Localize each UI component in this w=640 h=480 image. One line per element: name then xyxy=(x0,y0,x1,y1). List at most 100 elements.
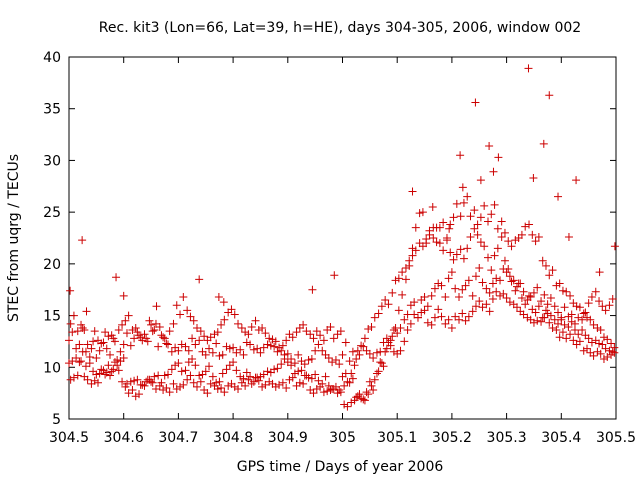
data-point xyxy=(490,200,499,209)
data-point xyxy=(427,291,436,300)
x-tick-label: 305.3 xyxy=(487,430,527,446)
data-point xyxy=(326,386,335,395)
data-point xyxy=(201,367,210,376)
data-point xyxy=(541,306,550,315)
data-point xyxy=(388,288,397,297)
data-point xyxy=(85,359,94,368)
data-point xyxy=(160,334,169,343)
data-point xyxy=(179,380,188,389)
data-point xyxy=(521,300,530,309)
data-point xyxy=(492,274,501,283)
data-point xyxy=(578,315,587,324)
data-point xyxy=(552,281,561,290)
data-point xyxy=(338,350,347,359)
data-point xyxy=(213,328,222,337)
data-point xyxy=(487,210,496,219)
data-point xyxy=(169,379,178,388)
data-point xyxy=(148,378,157,387)
data-point xyxy=(164,370,173,379)
data-point xyxy=(475,297,484,306)
data-point xyxy=(172,385,181,394)
data-point xyxy=(307,374,316,383)
x-tick-label: 305.4 xyxy=(541,430,581,446)
data-point xyxy=(420,306,429,315)
data-point xyxy=(400,315,409,324)
data-point xyxy=(601,344,610,353)
data-point xyxy=(422,235,431,244)
data-point xyxy=(229,343,238,352)
data-point xyxy=(441,292,450,301)
x-tick-label: 304.8 xyxy=(213,430,253,446)
data-point xyxy=(596,349,605,358)
data-point xyxy=(496,276,505,285)
data-point xyxy=(181,366,190,375)
y-axis: 5 10 15 20 25 30 35 40 xyxy=(43,50,616,428)
data-point xyxy=(299,320,308,329)
data-point xyxy=(78,347,87,356)
data-point xyxy=(347,398,356,407)
data-point xyxy=(610,242,619,251)
data-point xyxy=(142,377,151,386)
data-point xyxy=(393,329,402,338)
data-point xyxy=(297,366,306,375)
data-point xyxy=(355,350,364,359)
data-point xyxy=(523,313,532,322)
data-point xyxy=(360,334,369,343)
data-point xyxy=(367,381,376,390)
data-point xyxy=(285,375,294,384)
data-point xyxy=(521,222,530,231)
data-point xyxy=(80,326,89,335)
data-point xyxy=(468,291,477,300)
data-point xyxy=(242,368,251,377)
data-point xyxy=(353,392,362,401)
data-point xyxy=(244,375,253,384)
data-point xyxy=(218,350,227,359)
data-point xyxy=(428,202,437,211)
data-point xyxy=(210,330,219,339)
data-point xyxy=(208,348,217,357)
data-point xyxy=(169,319,178,328)
data-point xyxy=(253,344,262,353)
data-point xyxy=(294,367,303,376)
data-point xyxy=(122,329,131,338)
data-point xyxy=(512,303,521,312)
data-point xyxy=(177,340,186,349)
data-point xyxy=(569,336,578,345)
data-point xyxy=(605,346,614,355)
data-point xyxy=(557,313,566,322)
data-point xyxy=(487,266,496,275)
data-point xyxy=(102,344,111,353)
data-point xyxy=(587,292,596,301)
data-point xyxy=(464,276,473,285)
data-point xyxy=(225,344,234,353)
data-point xyxy=(575,337,584,346)
data-point xyxy=(246,340,255,349)
data-point xyxy=(237,323,246,332)
data-point xyxy=(155,381,164,390)
data-point xyxy=(446,220,455,229)
data-point xyxy=(456,212,465,221)
data-point xyxy=(485,288,494,297)
data-point xyxy=(480,201,489,210)
data-point xyxy=(425,226,434,235)
data-point xyxy=(543,300,552,309)
data-point xyxy=(227,305,236,314)
data-point xyxy=(275,343,284,352)
data-point xyxy=(420,292,429,301)
data-point xyxy=(176,382,185,391)
data-point xyxy=(131,392,140,401)
data-point xyxy=(456,151,465,160)
data-point xyxy=(336,327,345,336)
data-point xyxy=(562,334,571,343)
data-point xyxy=(389,347,398,356)
data-point xyxy=(575,303,584,312)
data-point xyxy=(101,370,110,379)
data-point xyxy=(550,302,559,311)
data-point xyxy=(546,293,555,302)
data-point xyxy=(201,350,210,359)
data-point xyxy=(263,367,272,376)
data-point xyxy=(423,318,432,327)
data-point xyxy=(278,378,287,387)
data-point xyxy=(101,328,110,337)
data-point xyxy=(247,379,256,388)
